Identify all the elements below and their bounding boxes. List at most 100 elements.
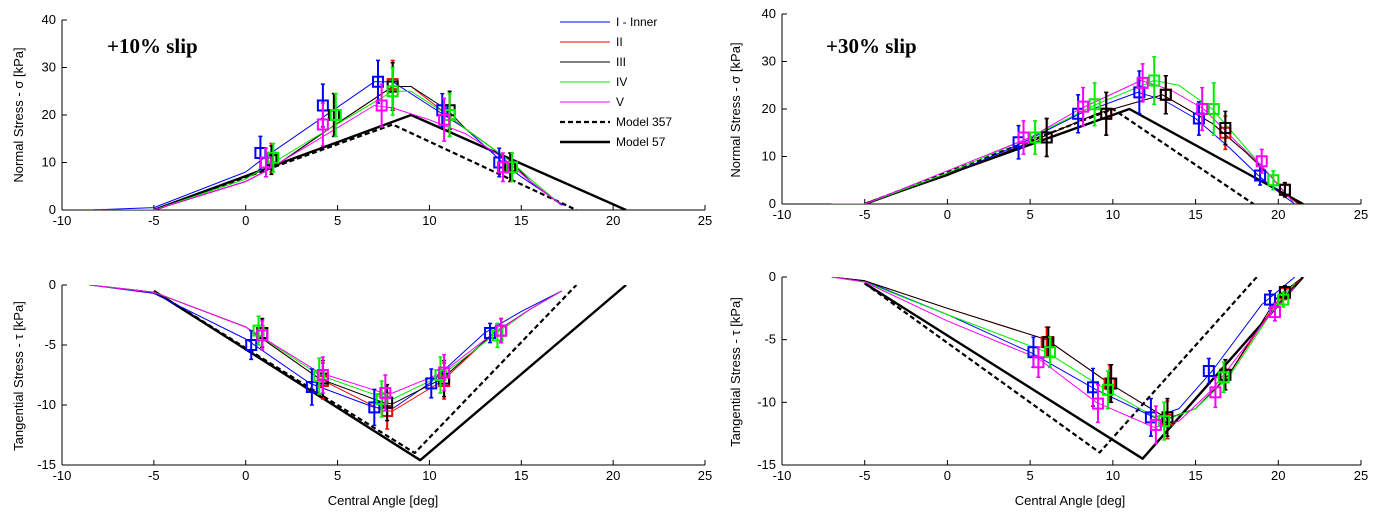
marker-iv xyxy=(329,109,342,121)
x-tick-label: 10 xyxy=(422,468,436,483)
series-line-ii xyxy=(89,285,562,412)
marker-i-inner xyxy=(484,327,497,339)
marker-iii xyxy=(1219,122,1232,134)
x-tick-label: 5 xyxy=(1027,468,1034,483)
legend-label: Model 357 xyxy=(616,115,672,129)
x-tick-label: 0 xyxy=(242,468,249,483)
series-line-i-inner xyxy=(831,277,1296,418)
x-tick-label: 10 xyxy=(1106,468,1120,483)
marker-iv xyxy=(434,369,447,381)
marker-v xyxy=(256,329,269,342)
x-tick-label: -5 xyxy=(859,468,871,483)
marker-v xyxy=(1209,386,1222,399)
marker-v xyxy=(495,324,508,337)
plot-area xyxy=(831,80,1304,204)
series-line-iii xyxy=(831,94,1301,204)
slip-annotation: +10% slip xyxy=(107,34,198,58)
marker-v xyxy=(1032,356,1045,369)
y-tick-label: 10 xyxy=(762,149,776,164)
x-tick-label: -10 xyxy=(773,468,792,483)
marker-iv xyxy=(1158,415,1171,428)
y-tick-label: 0 xyxy=(769,196,776,211)
marker-iii xyxy=(1278,286,1291,299)
y-tick-label: 0 xyxy=(769,269,776,284)
legend-label: IV xyxy=(616,75,627,89)
marker-v xyxy=(375,99,388,112)
marker-v xyxy=(1268,306,1281,319)
plot-area xyxy=(89,81,627,210)
y-tick-label: 40 xyxy=(762,6,776,21)
y-tick-label: -5 xyxy=(764,332,776,347)
x-tick-label: 10 xyxy=(1106,207,1120,222)
error-bar-markers xyxy=(1027,285,1291,445)
marker-iii xyxy=(1105,377,1118,390)
marker-v xyxy=(438,113,451,126)
x-tick-label: 25 xyxy=(698,213,712,228)
x-tick-label: 15 xyxy=(1188,207,1202,222)
error-bar-markers xyxy=(1012,56,1291,198)
marker-v xyxy=(316,369,329,381)
marker-v xyxy=(379,387,392,399)
y-tick-label: 20 xyxy=(42,107,56,122)
series-line-iv xyxy=(831,277,1296,422)
x-tick-label: 5 xyxy=(1027,207,1034,222)
series-line-model-57 xyxy=(864,277,1304,460)
marker-iv xyxy=(313,370,326,383)
x-tick-label: -10 xyxy=(773,207,792,222)
y-tick-label: -15 xyxy=(757,457,776,472)
marker-i-inner xyxy=(368,401,381,414)
marker-i-inner xyxy=(245,339,258,351)
marker-iv xyxy=(386,85,399,98)
legend-label: I - Inner xyxy=(616,15,657,29)
marker-v xyxy=(1091,397,1104,410)
series-line-iii xyxy=(831,277,1304,420)
series-line-model-57 xyxy=(153,285,627,462)
y-tick-label: 30 xyxy=(762,54,776,69)
y-tick-label: 0 xyxy=(49,277,56,292)
marker-v xyxy=(1149,418,1162,431)
x-tick-label: 20 xyxy=(606,468,620,483)
marker-iv xyxy=(1277,293,1290,306)
series-line-ii xyxy=(831,94,1299,204)
marker-i-inner xyxy=(1202,365,1215,377)
normal-stress-30-slip-panel: -10 -5 0 5 10 15 20 25 0 10 20 30 40 Normal Stress - … xyxy=(728,6,1368,222)
marker-v xyxy=(259,156,272,169)
x-tick-label: -5 xyxy=(859,207,871,222)
marker-i-inner xyxy=(371,75,384,88)
y-tick-label: 10 xyxy=(42,155,56,170)
x-tick-label: 25 xyxy=(698,468,712,483)
x-tick-label: 20 xyxy=(1271,207,1285,222)
y-tick-label: 40 xyxy=(42,12,56,27)
x-tick-label: 15 xyxy=(514,213,528,228)
error-bar-markers xyxy=(245,315,508,430)
marker-v xyxy=(1255,155,1268,168)
legend-label: V xyxy=(616,95,624,109)
marker-v xyxy=(316,118,329,131)
series-line-model-57 xyxy=(864,107,1304,204)
legend-label: Model 57 xyxy=(616,135,666,149)
marker-i-inner xyxy=(1264,293,1277,306)
y-axis-label: Normal Stress - σ [kPa] xyxy=(11,47,26,182)
x-tick-label: 15 xyxy=(514,468,528,483)
legend-label: II xyxy=(616,35,623,49)
x-tick-label: -5 xyxy=(148,213,160,228)
plot-area xyxy=(89,285,627,462)
x-axis-label: Central Angle [deg] xyxy=(1015,493,1126,508)
marker-iv xyxy=(1088,98,1101,111)
marker-iv xyxy=(1217,371,1230,384)
series-line-model-57 xyxy=(153,113,627,210)
x-tick-label: 25 xyxy=(1354,207,1368,222)
y-axis-label: Normal Stress - σ [kPa] xyxy=(728,42,743,177)
x-tick-label: -10 xyxy=(53,213,72,228)
marker-v xyxy=(438,366,451,379)
x-tick-label: 0 xyxy=(944,207,951,222)
marker-iii xyxy=(1219,368,1232,381)
normal-stress-10-slip-panel: -10 -5 0 5 10 15 20 25 0 10 20 30 40 Normal Stress - … xyxy=(11,12,712,228)
marker-iii xyxy=(1040,131,1053,144)
series-line-ii xyxy=(831,277,1304,420)
marker-iv xyxy=(1101,383,1114,396)
marker-iv xyxy=(1267,174,1280,187)
